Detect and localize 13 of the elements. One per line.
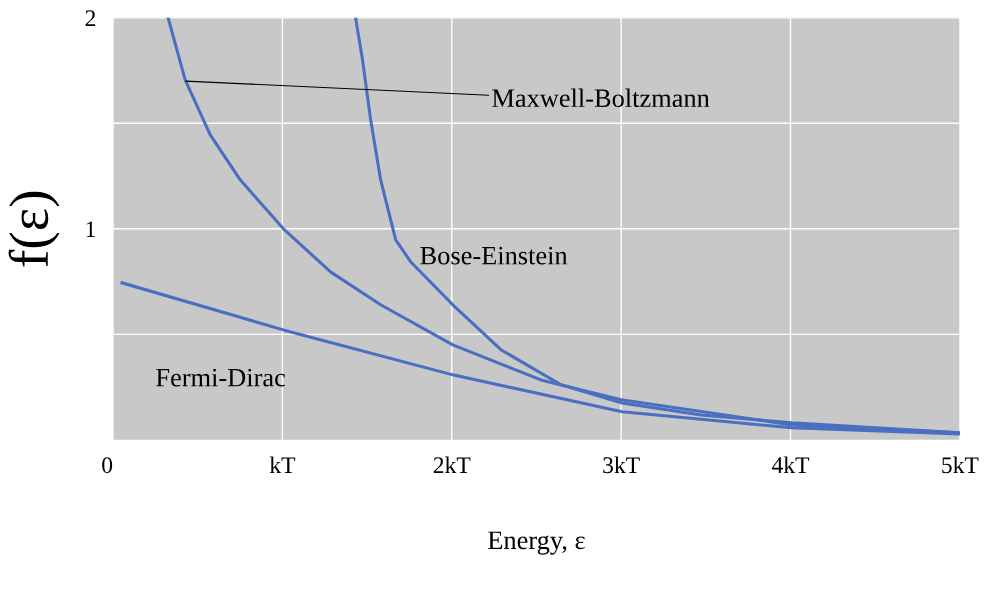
x-tick-label: kT (269, 456, 296, 473)
x-tick-label: 0 (102, 457, 113, 474)
x-tick-label: 2kT (433, 456, 471, 473)
y-tick-label: 1 (86, 221, 95, 237)
annotation: Fermi-Dirac (156, 368, 285, 387)
annotation: Bose-Einstein (420, 246, 568, 265)
x-tick-label: 4kT (771, 456, 810, 473)
x-axis-title: Energy, ε (488, 531, 585, 555)
annotation: Maxwell-Boltzmann (492, 88, 710, 108)
y-tick-label: 2 (85, 10, 96, 26)
x-tick-label: 5kT (942, 456, 979, 474)
y-axis-title: f(ε) (8, 191, 60, 267)
x-tick-label: 3kT (603, 456, 640, 474)
